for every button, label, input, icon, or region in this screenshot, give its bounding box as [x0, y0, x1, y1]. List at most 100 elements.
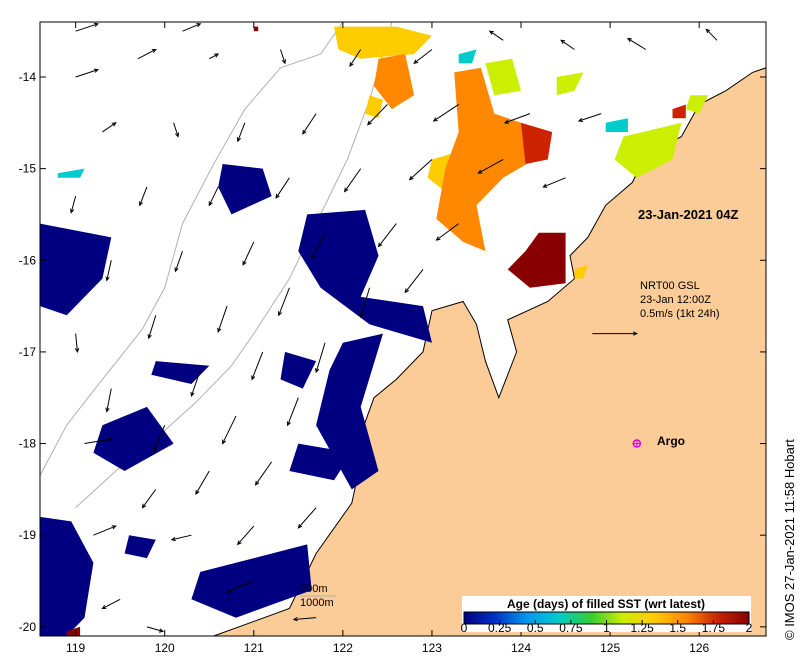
current-arrow	[254, 461, 273, 486]
current-arrow	[84, 437, 113, 445]
current-arrow	[560, 39, 575, 50]
current-arrow	[242, 241, 255, 266]
current-arrow	[577, 113, 602, 122]
colorbar-tick-label: 0.75	[559, 621, 583, 635]
current-arrow	[404, 269, 424, 294]
current-arrow	[69, 195, 77, 214]
current-arrow	[286, 397, 299, 427]
current-arrow	[105, 388, 112, 413]
current-arrow	[209, 53, 220, 60]
colorbar-tick-label: 0	[461, 621, 468, 635]
current-arrow	[226, 580, 254, 593]
lon-tick-label: 124	[511, 641, 531, 655]
lon-tick-label: 121	[244, 641, 264, 655]
colorbar-tick-label: 1.25	[630, 621, 654, 635]
sst-patch	[280, 351, 317, 389]
reference-arrow	[592, 331, 638, 336]
current-arrow	[488, 30, 504, 41]
current-arrow	[542, 177, 566, 188]
sst-patch	[191, 544, 312, 618]
current-arrow	[277, 287, 290, 317]
current-arrow	[173, 122, 180, 138]
current-arrow	[315, 342, 326, 374]
current-arrow	[413, 49, 433, 64]
lon-tick-label: 123	[422, 641, 442, 655]
reference-arrow-mark	[592, 331, 638, 336]
current-arrow	[174, 250, 183, 273]
current-arrow	[311, 232, 326, 260]
timestamp-label: 23-Jan-2021 04Z	[638, 207, 739, 222]
lon-tick-label: 120	[155, 641, 175, 655]
sst-patch	[374, 54, 415, 110]
lon-tick-label: 119	[66, 641, 85, 655]
sst-patch	[507, 232, 566, 288]
colorbar-title: Age (days) of filled SST (wrt latest)	[507, 597, 705, 611]
sst-patch	[218, 164, 272, 215]
sst-patch	[574, 264, 588, 279]
current-arrow	[153, 425, 166, 452]
sst-patch	[458, 49, 477, 64]
lat-tick-label: -14	[19, 70, 37, 84]
sst-patch	[365, 95, 383, 119]
sst-patch	[151, 361, 210, 384]
current-arrow	[297, 507, 317, 529]
current-arrow	[93, 525, 117, 536]
colorbar-ticks: 0 0.25 0.5 0.75 1 1.25 1.5 1.75 2	[461, 620, 753, 635]
sst-patch	[289, 443, 352, 481]
sst-patch	[40, 516, 94, 636]
current-arrow	[377, 223, 397, 248]
colorbar-tick-label: 0.5	[527, 621, 544, 635]
credit-text: © IMOS 27-Jan-2021 11:58 Hobart	[782, 439, 797, 640]
sst-patch	[334, 26, 432, 59]
current-time-label: 23-Jan 12:00Z	[640, 294, 711, 306]
current-arrow	[182, 23, 202, 32]
axis-layer: 119 120 121 122 123 124 125 126-14-15-16-17-18-…	[19, 22, 766, 655]
lat-tick-label: -18	[19, 437, 37, 451]
sst-patch	[485, 58, 521, 96]
current-arrow	[75, 68, 99, 78]
current-arrow	[503, 113, 531, 124]
current-arrow	[292, 617, 317, 622]
current-arrow	[349, 49, 362, 67]
current-arrow	[626, 37, 647, 50]
sst-patch	[556, 72, 584, 96]
current-arrow	[280, 49, 287, 65]
lat-tick-label: -19	[19, 528, 37, 542]
sst-patch	[40, 223, 112, 316]
sst-patch	[436, 67, 535, 252]
plot-frame	[39, 21, 767, 637]
sst-patch	[685, 95, 709, 114]
current-arrow	[195, 470, 210, 495]
colorbar-tick-label: 2	[746, 621, 753, 635]
current-arrow	[359, 287, 371, 319]
current-arrow	[147, 315, 157, 340]
current-arrow	[102, 122, 117, 133]
sst-patch	[298, 209, 432, 343]
current-arrow	[275, 177, 290, 199]
current-arrow	[190, 370, 201, 397]
current-arrow	[251, 351, 264, 381]
sst-patch-layer	[40, 26, 709, 636]
sst-patch	[57, 168, 85, 178]
current-arrow	[477, 159, 504, 174]
current-arrow	[343, 168, 362, 193]
sst-patch	[253, 26, 259, 32]
colorbar-tick-label: 1.5	[669, 621, 686, 635]
current-arrow	[146, 626, 165, 633]
lat-tick-label: -16	[19, 253, 37, 267]
current-arrow	[237, 525, 255, 546]
current-arrow	[432, 104, 459, 122]
current-arrow	[74, 333, 80, 354]
current-arrow	[302, 113, 317, 135]
sst-patch	[521, 122, 553, 164]
isobath-1000-label: 1000m	[300, 597, 334, 609]
lon-tick-label: 126	[689, 641, 709, 655]
current-arrow	[101, 598, 121, 610]
current-arrow	[705, 28, 718, 41]
current-arrow	[367, 104, 388, 126]
colorbar-tick-label: 1	[603, 621, 610, 635]
current-arrow	[138, 186, 148, 207]
current-arrow	[208, 186, 219, 207]
current-arrow	[408, 159, 433, 181]
current-scale-label: 0.5m/s (1kt 24h)	[640, 308, 719, 320]
